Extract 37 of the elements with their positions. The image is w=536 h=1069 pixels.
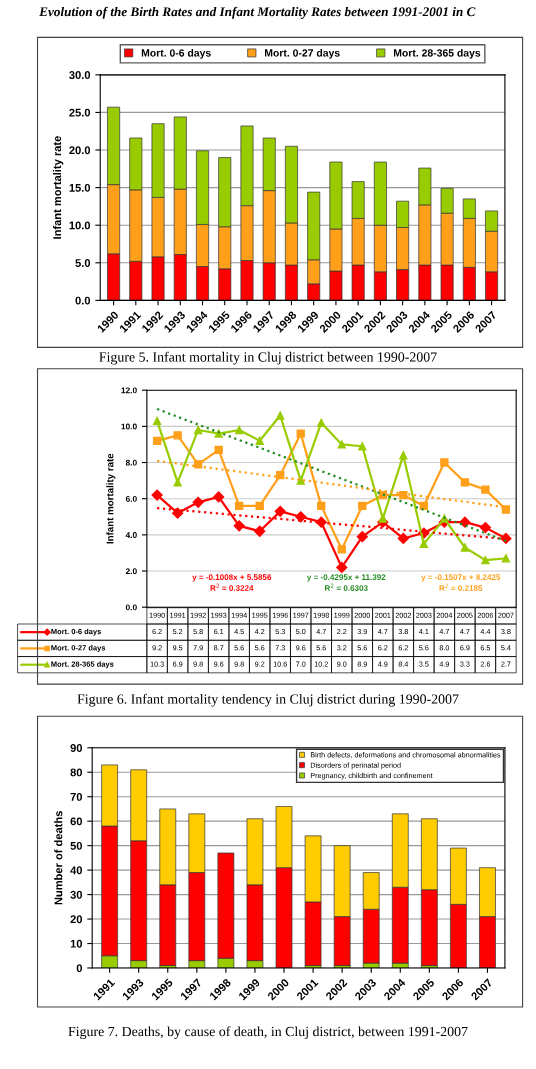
- y-tick-label: 5.0: [75, 259, 91, 267]
- y-tick-label: 8.0: [125, 459, 137, 466]
- caption: Figure 6. Infant mortality tendency in Cluj district during 1990-2007: [77, 693, 459, 707]
- y-tick-label: 10.0: [121, 423, 137, 430]
- text: Evolution of the Birth Rates and Infant Mortality Rates between 1991-2001 in C: [39, 6, 476, 19]
- y-tick-label: 6.0: [125, 495, 137, 502]
- y-tick-label: 0.0: [125, 604, 137, 611]
- annotation: y = -0.1507x + 8.2425 R$^{2}$ = 0.2185: [421, 574, 501, 591]
- y-tick-label: 20: [70, 915, 83, 924]
- y-tick-label: 0.0: [75, 296, 91, 305]
- y-tick-label: 40: [70, 866, 83, 875]
- y-tick-label: 50: [70, 841, 83, 850]
- y-tick-label: 30: [70, 890, 83, 899]
- y-tick-label: 60: [70, 817, 83, 826]
- caption: Figure 5. Infant mortality in Cluj district between 1990-2007: [99, 351, 437, 365]
- y-tick-label: 25.0: [69, 108, 91, 117]
- legend-label: Mort. 0-6 days: [141, 48, 211, 59]
- y-axis-title: Infant mortality rate: [106, 453, 116, 544]
- annotation: y = -0.1008x + 5.5856 R$^{2}$ = 0.3224: [192, 574, 272, 591]
- y-tick-label: 2.0: [125, 568, 137, 575]
- y-tick-label: 10.0: [69, 221, 91, 230]
- y-axis-title: Infant mortality rate: [52, 136, 64, 239]
- y-tick-label: 30.0: [69, 71, 91, 79]
- y-tick-label: 10: [70, 939, 83, 948]
- caption: Figure 7. Deaths, by cause of death, in Cluj district, between 1991-2007: [68, 1026, 468, 1040]
- y-tick-label: 0: [76, 964, 83, 973]
- y-tick-label: 70: [70, 792, 83, 801]
- annotation: y = -0.4295x + 11.392 R$^{2}$ = 0.6303: [306, 574, 386, 591]
- y-tick-label: 4.0: [125, 532, 137, 538]
- y-tick-label: 80: [70, 768, 83, 777]
- legend-label: Mort. 28-365 days: [393, 48, 481, 59]
- y-tick-label: 90: [70, 744, 83, 752]
- y-tick-label: 12.0: [121, 387, 137, 394]
- y-tick-label: 20.0: [69, 146, 91, 155]
- legend-label: Mort. 0-27 days: [265, 48, 340, 59]
- y-tick-label: 15.0: [69, 183, 91, 192]
- y-axis-title: Number of deaths: [54, 811, 63, 905]
